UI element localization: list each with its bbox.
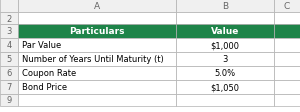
Bar	[0, 0, 18, 13]
Bar	[18, 53, 176, 66]
Bar	[0, 13, 18, 25]
Text: Par Value: Par Value	[22, 41, 61, 50]
Bar	[18, 94, 176, 106]
Text: $1,050: $1,050	[211, 83, 239, 92]
Bar	[176, 39, 274, 53]
Bar	[176, 94, 274, 106]
Text: 5.0%: 5.0%	[214, 69, 236, 78]
Text: Coupon Rate: Coupon Rate	[22, 69, 76, 78]
Bar	[18, 66, 176, 80]
Bar	[0, 80, 18, 94]
Bar	[176, 25, 274, 39]
Bar	[274, 13, 300, 25]
Bar	[0, 39, 18, 53]
Text: 6: 6	[6, 69, 12, 78]
Bar	[18, 13, 176, 25]
Bar	[176, 53, 274, 66]
Bar	[18, 39, 176, 53]
Text: Particulars: Particulars	[69, 27, 125, 36]
Bar	[18, 0, 176, 13]
Text: A: A	[94, 2, 100, 11]
Bar	[0, 25, 18, 39]
Bar	[274, 0, 300, 13]
Bar	[176, 0, 274, 13]
Bar	[18, 25, 176, 39]
Text: 5: 5	[6, 55, 12, 64]
Text: 2: 2	[6, 14, 12, 23]
Text: 4: 4	[6, 41, 12, 50]
Bar	[176, 80, 274, 94]
Text: 7: 7	[6, 83, 12, 92]
Text: Value: Value	[211, 27, 239, 36]
Bar	[18, 80, 176, 94]
Text: 3: 3	[6, 27, 12, 36]
Bar	[274, 66, 300, 80]
Bar	[274, 25, 300, 39]
Bar	[176, 66, 274, 80]
Bar	[274, 80, 300, 94]
Text: Number of Years Until Maturity (t): Number of Years Until Maturity (t)	[22, 55, 164, 64]
Text: C: C	[284, 2, 290, 11]
Bar	[274, 53, 300, 66]
Bar	[0, 94, 18, 106]
Text: 3: 3	[222, 55, 228, 64]
Text: Bond Price: Bond Price	[22, 83, 67, 92]
Bar	[274, 94, 300, 106]
Text: $1,000: $1,000	[211, 41, 239, 50]
Bar	[274, 39, 300, 53]
Text: B: B	[222, 2, 228, 11]
Bar	[0, 66, 18, 80]
Text: 9: 9	[6, 96, 12, 105]
Bar	[176, 13, 274, 25]
Bar	[0, 53, 18, 66]
